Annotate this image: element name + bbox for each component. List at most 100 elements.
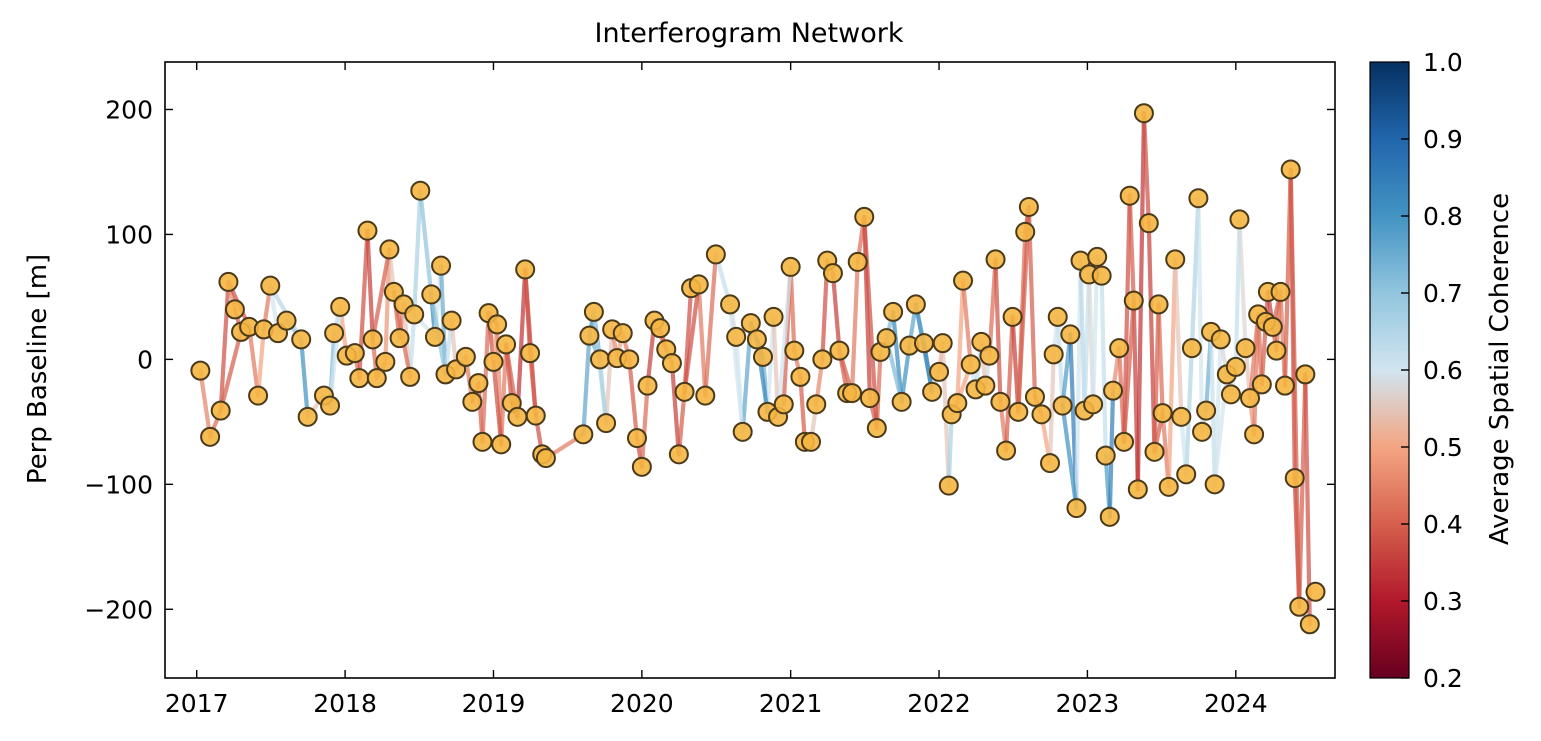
acquisition-point-87 [784, 340, 805, 361]
acquisition-point-98 [847, 251, 868, 272]
acquisition-point-180 [1274, 375, 1295, 396]
pair-line-48 [515, 267, 528, 419]
acquisition-point-27 [389, 328, 410, 349]
x-tick-label-3: 2020 [610, 689, 674, 718]
acquisition-point-41 [472, 431, 493, 452]
colorbar-tick-label-8: 0.2 [1423, 664, 1463, 693]
acquisition-point-126 [1015, 221, 1036, 242]
pair-line-214 [1121, 298, 1136, 444]
acquisition-point-74 [695, 385, 716, 406]
acquisition-point-110 [929, 361, 950, 382]
acquisition-point-29 [400, 366, 421, 387]
acquisition-point-148 [1123, 290, 1144, 311]
acquisition-point-158 [1176, 464, 1197, 485]
acquisition-point-131 [1043, 344, 1064, 365]
acquisition-point-86 [780, 256, 801, 277]
pair-line-45 [499, 342, 509, 447]
acquisition-point-177 [1262, 316, 1283, 337]
acquisition-point-3 [218, 271, 239, 292]
pair-line-130 [1047, 352, 1056, 466]
acquisition-point-12 [291, 329, 312, 350]
acquisition-point-150 [1133, 103, 1154, 124]
acquisition-point-115 [953, 270, 974, 291]
acquisition-point-95 [829, 340, 850, 361]
x-tick-label-7: 2024 [1204, 689, 1268, 718]
acquisition-point-11 [276, 310, 297, 331]
acquisition-point-111 [932, 333, 953, 354]
pair-line-196 [523, 267, 538, 418]
acquisition-point-77 [726, 326, 747, 347]
acquisition-point-124 [1002, 306, 1023, 327]
x-tick-label-0: 2017 [165, 689, 229, 718]
acquisition-point-133 [1052, 395, 1073, 416]
pair-line-204 [775, 264, 793, 419]
acquisition-point-120 [979, 345, 1000, 366]
acquisition-point-38 [455, 346, 476, 367]
acquisition-point-15 [320, 395, 341, 416]
pair-line-184 [1303, 372, 1312, 627]
pair-line-74 [703, 252, 718, 398]
pair-line-73 [696, 282, 708, 398]
acquisition-point-161 [1192, 421, 1213, 442]
y-tick-label-1: 100 [105, 220, 153, 249]
chart-title: Interferogram Network [595, 18, 904, 49]
colorbar-tick-label-3: 0.7 [1423, 279, 1463, 308]
acquisition-point-2 [210, 400, 231, 421]
acquisition-point-103 [876, 328, 897, 349]
acquisition-point-23 [366, 368, 387, 389]
pair-line-141 [1099, 273, 1108, 458]
acquisition-point-48 [507, 406, 528, 427]
acquisition-point-141 [1091, 265, 1112, 286]
pair-line-6 [247, 324, 261, 398]
pair-line-212 [1060, 403, 1079, 511]
acquisition-point-129 [1031, 404, 1052, 425]
acquisition-point-44 [487, 314, 508, 335]
acquisition-point-182 [1284, 468, 1305, 489]
acquisition-point-9 [260, 275, 281, 296]
acquisition-point-116 [960, 354, 981, 375]
acquisition-point-31 [410, 180, 431, 201]
acquisition-point-61 [612, 323, 633, 344]
pair-line-64 [639, 383, 650, 469]
acquisition-point-146 [1114, 431, 1135, 452]
y-tick-label-0: 200 [105, 95, 153, 124]
colorbar-tick-label-7: 0.3 [1423, 587, 1463, 616]
acquisition-point-40 [468, 373, 489, 394]
acquisition-point-154 [1152, 403, 1173, 424]
colorbar-ticks: 1.0 0.9 0.8 0.7 0.6 0.5 0.4 0.3 0.2 [1401, 48, 1463, 693]
acquisition-point-144 [1103, 380, 1124, 401]
acquisition-point-162 [1196, 400, 1217, 421]
acquisition-point-181 [1280, 159, 1301, 180]
acquisition-points [190, 103, 1326, 635]
acquisition-point-92 [812, 349, 833, 370]
pair-line-30 [412, 188, 423, 317]
acquisition-point-30 [404, 304, 425, 325]
acquisition-point-127 [1018, 196, 1039, 217]
acquisition-point-64 [631, 456, 652, 477]
acquisition-point-7 [248, 385, 269, 406]
acquisition-point-155 [1158, 476, 1179, 497]
acquisition-point-183 [1289, 596, 1310, 617]
acquisition-point-101 [866, 418, 887, 439]
acquisition-point-170 [1235, 338, 1256, 359]
pair-line-7 [255, 327, 266, 398]
acquisition-point-83 [763, 306, 784, 327]
acquisition-point-130 [1040, 453, 1061, 474]
acquisition-point-24 [375, 351, 396, 372]
pair-line-153 [1156, 302, 1165, 416]
acquisition-point-178 [1266, 340, 1287, 361]
colorbar-tick-label-2: 0.8 [1423, 202, 1463, 231]
pair-line-62 [627, 357, 640, 441]
acquisition-point-88 [790, 366, 811, 387]
acquisition-point-76 [720, 294, 741, 315]
acquisition-point-100 [859, 388, 880, 409]
acquisition-point-20 [349, 368, 370, 389]
pair-line-150 [1141, 111, 1151, 226]
x-tick-label-6: 2023 [1056, 689, 1120, 718]
pair-line-112 [946, 412, 954, 488]
acquisition-point-185 [1299, 614, 1320, 635]
acquisition-point-164 [1204, 474, 1225, 495]
acquisition-point-179 [1270, 281, 1291, 302]
acquisition-point-70 [668, 444, 689, 465]
